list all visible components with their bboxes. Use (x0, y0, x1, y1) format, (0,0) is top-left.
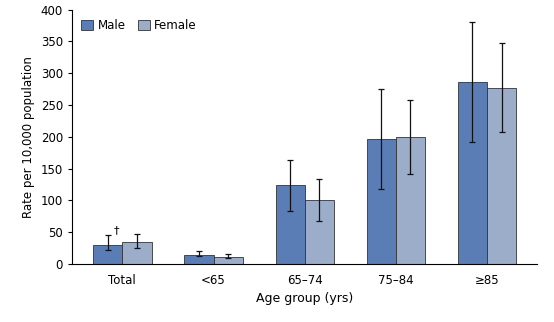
Bar (184, 255, 213, 264)
Bar (93, 245, 122, 264)
X-axis label: Age group (yrs): Age group (yrs) (256, 292, 353, 305)
Bar (487, 88, 516, 264)
Bar (122, 242, 152, 264)
Bar (213, 257, 243, 264)
Bar (458, 82, 487, 264)
Bar (275, 185, 305, 264)
Y-axis label: Rate per 10,000 population: Rate per 10,000 population (22, 56, 35, 218)
Bar (367, 139, 396, 264)
Text: †: † (114, 225, 120, 235)
Bar (305, 200, 334, 264)
Bar (396, 137, 425, 264)
Legend: Male, Female: Male, Female (78, 15, 201, 36)
